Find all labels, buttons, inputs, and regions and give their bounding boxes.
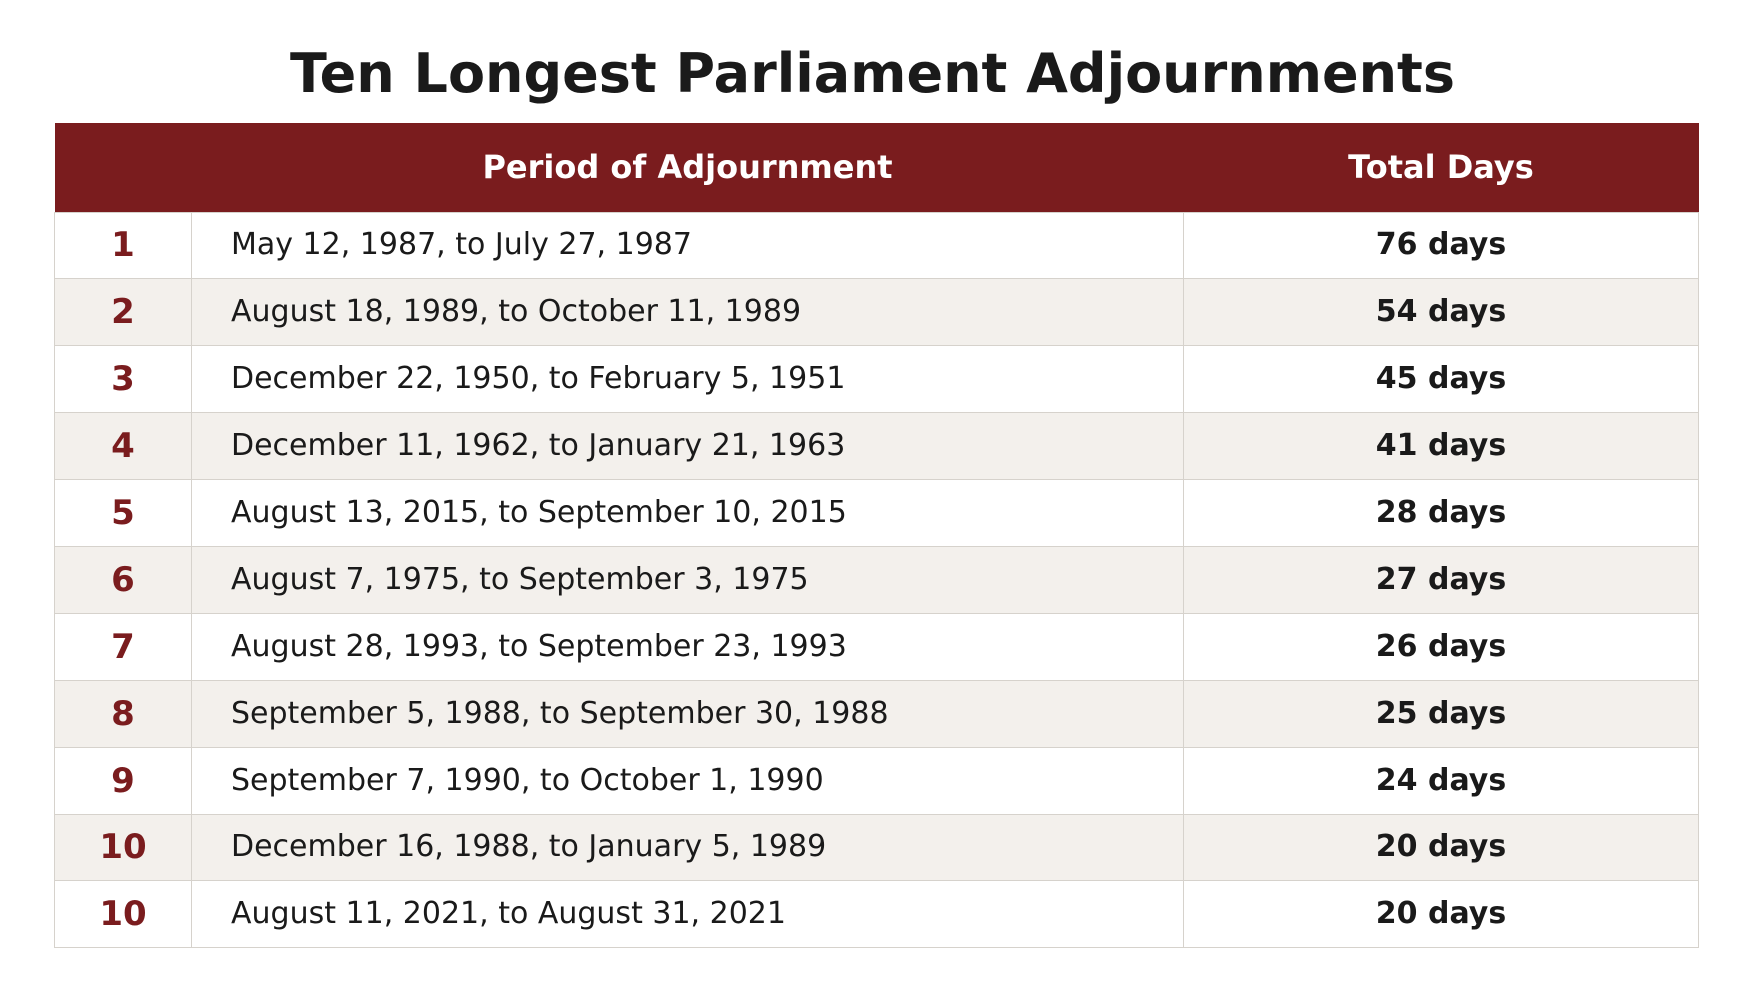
rank-cell: 3 xyxy=(54,345,192,414)
rank-cell: 8 xyxy=(54,679,192,748)
table-body: 1 May 12, 1987, to July 27, 1987 76 days… xyxy=(54,211,1699,949)
period-cell: August 18, 1989, to October 11, 1989 xyxy=(191,278,1184,347)
days-cell: 26 days xyxy=(1183,612,1699,681)
period-cell: August 7, 1975, to September 3, 1975 xyxy=(191,545,1184,614)
days-cell: 28 days xyxy=(1183,479,1699,547)
table-row: 1 May 12, 1987, to July 27, 1987 76 days xyxy=(54,211,1699,280)
table-row: 3 December 22, 1950, to February 5, 1951… xyxy=(54,345,1699,414)
days-cell: 54 days xyxy=(1183,278,1699,347)
table-row: 8 September 5, 1988, to September 30, 19… xyxy=(54,679,1699,748)
period-cell: December 16, 1988, to January 5, 1989 xyxy=(191,813,1184,882)
period-cell: December 11, 1962, to January 21, 1963 xyxy=(191,412,1184,481)
table-row: 10 August 11, 2021, to August 31, 2021 2… xyxy=(54,880,1699,949)
rank-cell: 10 xyxy=(54,813,192,882)
rank-cell: 10 xyxy=(54,880,192,949)
table-header: Period of Adjournment Total Days xyxy=(54,123,1699,212)
period-cell: August 11, 2021, to August 31, 2021 xyxy=(191,880,1184,949)
rank-cell: 4 xyxy=(54,412,192,481)
period-cell: May 12, 1987, to July 27, 1987 xyxy=(191,211,1184,280)
rank-cell: 6 xyxy=(54,545,192,614)
header-rank xyxy=(55,123,192,212)
days-cell: 27 days xyxy=(1183,545,1699,614)
days-cell: 20 days xyxy=(1183,813,1699,882)
table-row: 10 December 16, 1988, to January 5, 1989… xyxy=(54,813,1699,882)
table-row: 6 August 7, 1975, to September 3, 1975 2… xyxy=(54,545,1699,614)
days-cell: 45 days xyxy=(1183,345,1699,414)
days-cell: 76 days xyxy=(1183,211,1699,280)
days-cell: 25 days xyxy=(1183,679,1699,748)
header-total-days: Total Days xyxy=(1348,148,1534,187)
period-cell: August 28, 1993, to September 23, 1993 xyxy=(191,612,1184,681)
header-row: Period of Adjournment Total Days xyxy=(54,123,1699,212)
rank-cell: 2 xyxy=(54,278,192,347)
table-row: 5 August 13, 2015, to September 10, 2015… xyxy=(54,479,1699,547)
adjournments-table: Period of Adjournment Total Days 1 May 1… xyxy=(54,123,1699,949)
rank-cell: 9 xyxy=(54,746,192,815)
period-cell: September 7, 1990, to October 1, 1990 xyxy=(191,746,1184,815)
days-cell: 24 days xyxy=(1183,746,1699,815)
table-row: 7 August 28, 1993, to September 23, 1993… xyxy=(54,612,1699,681)
period-cell: September 5, 1988, to September 30, 1988 xyxy=(191,679,1184,748)
rank-cell: 5 xyxy=(54,479,192,547)
rank-cell: 7 xyxy=(54,612,192,681)
rank-cell: 1 xyxy=(54,211,192,280)
period-cell: August 13, 2015, to September 10, 2015 xyxy=(191,479,1184,547)
days-cell: 20 days xyxy=(1183,880,1699,949)
chart-title: Ten Longest Parliament Adjournments xyxy=(290,42,1455,105)
header-period: Period of Adjournment xyxy=(482,148,893,187)
period-cell: December 22, 1950, to February 5, 1951 xyxy=(191,345,1184,414)
table-row: 2 August 18, 1989, to October 11, 1989 5… xyxy=(54,278,1699,347)
table-row: 9 September 7, 1990, to October 1, 1990 … xyxy=(54,746,1699,815)
table-row: 4 December 11, 1962, to January 21, 1963… xyxy=(54,412,1699,481)
days-cell: 41 days xyxy=(1183,412,1699,481)
